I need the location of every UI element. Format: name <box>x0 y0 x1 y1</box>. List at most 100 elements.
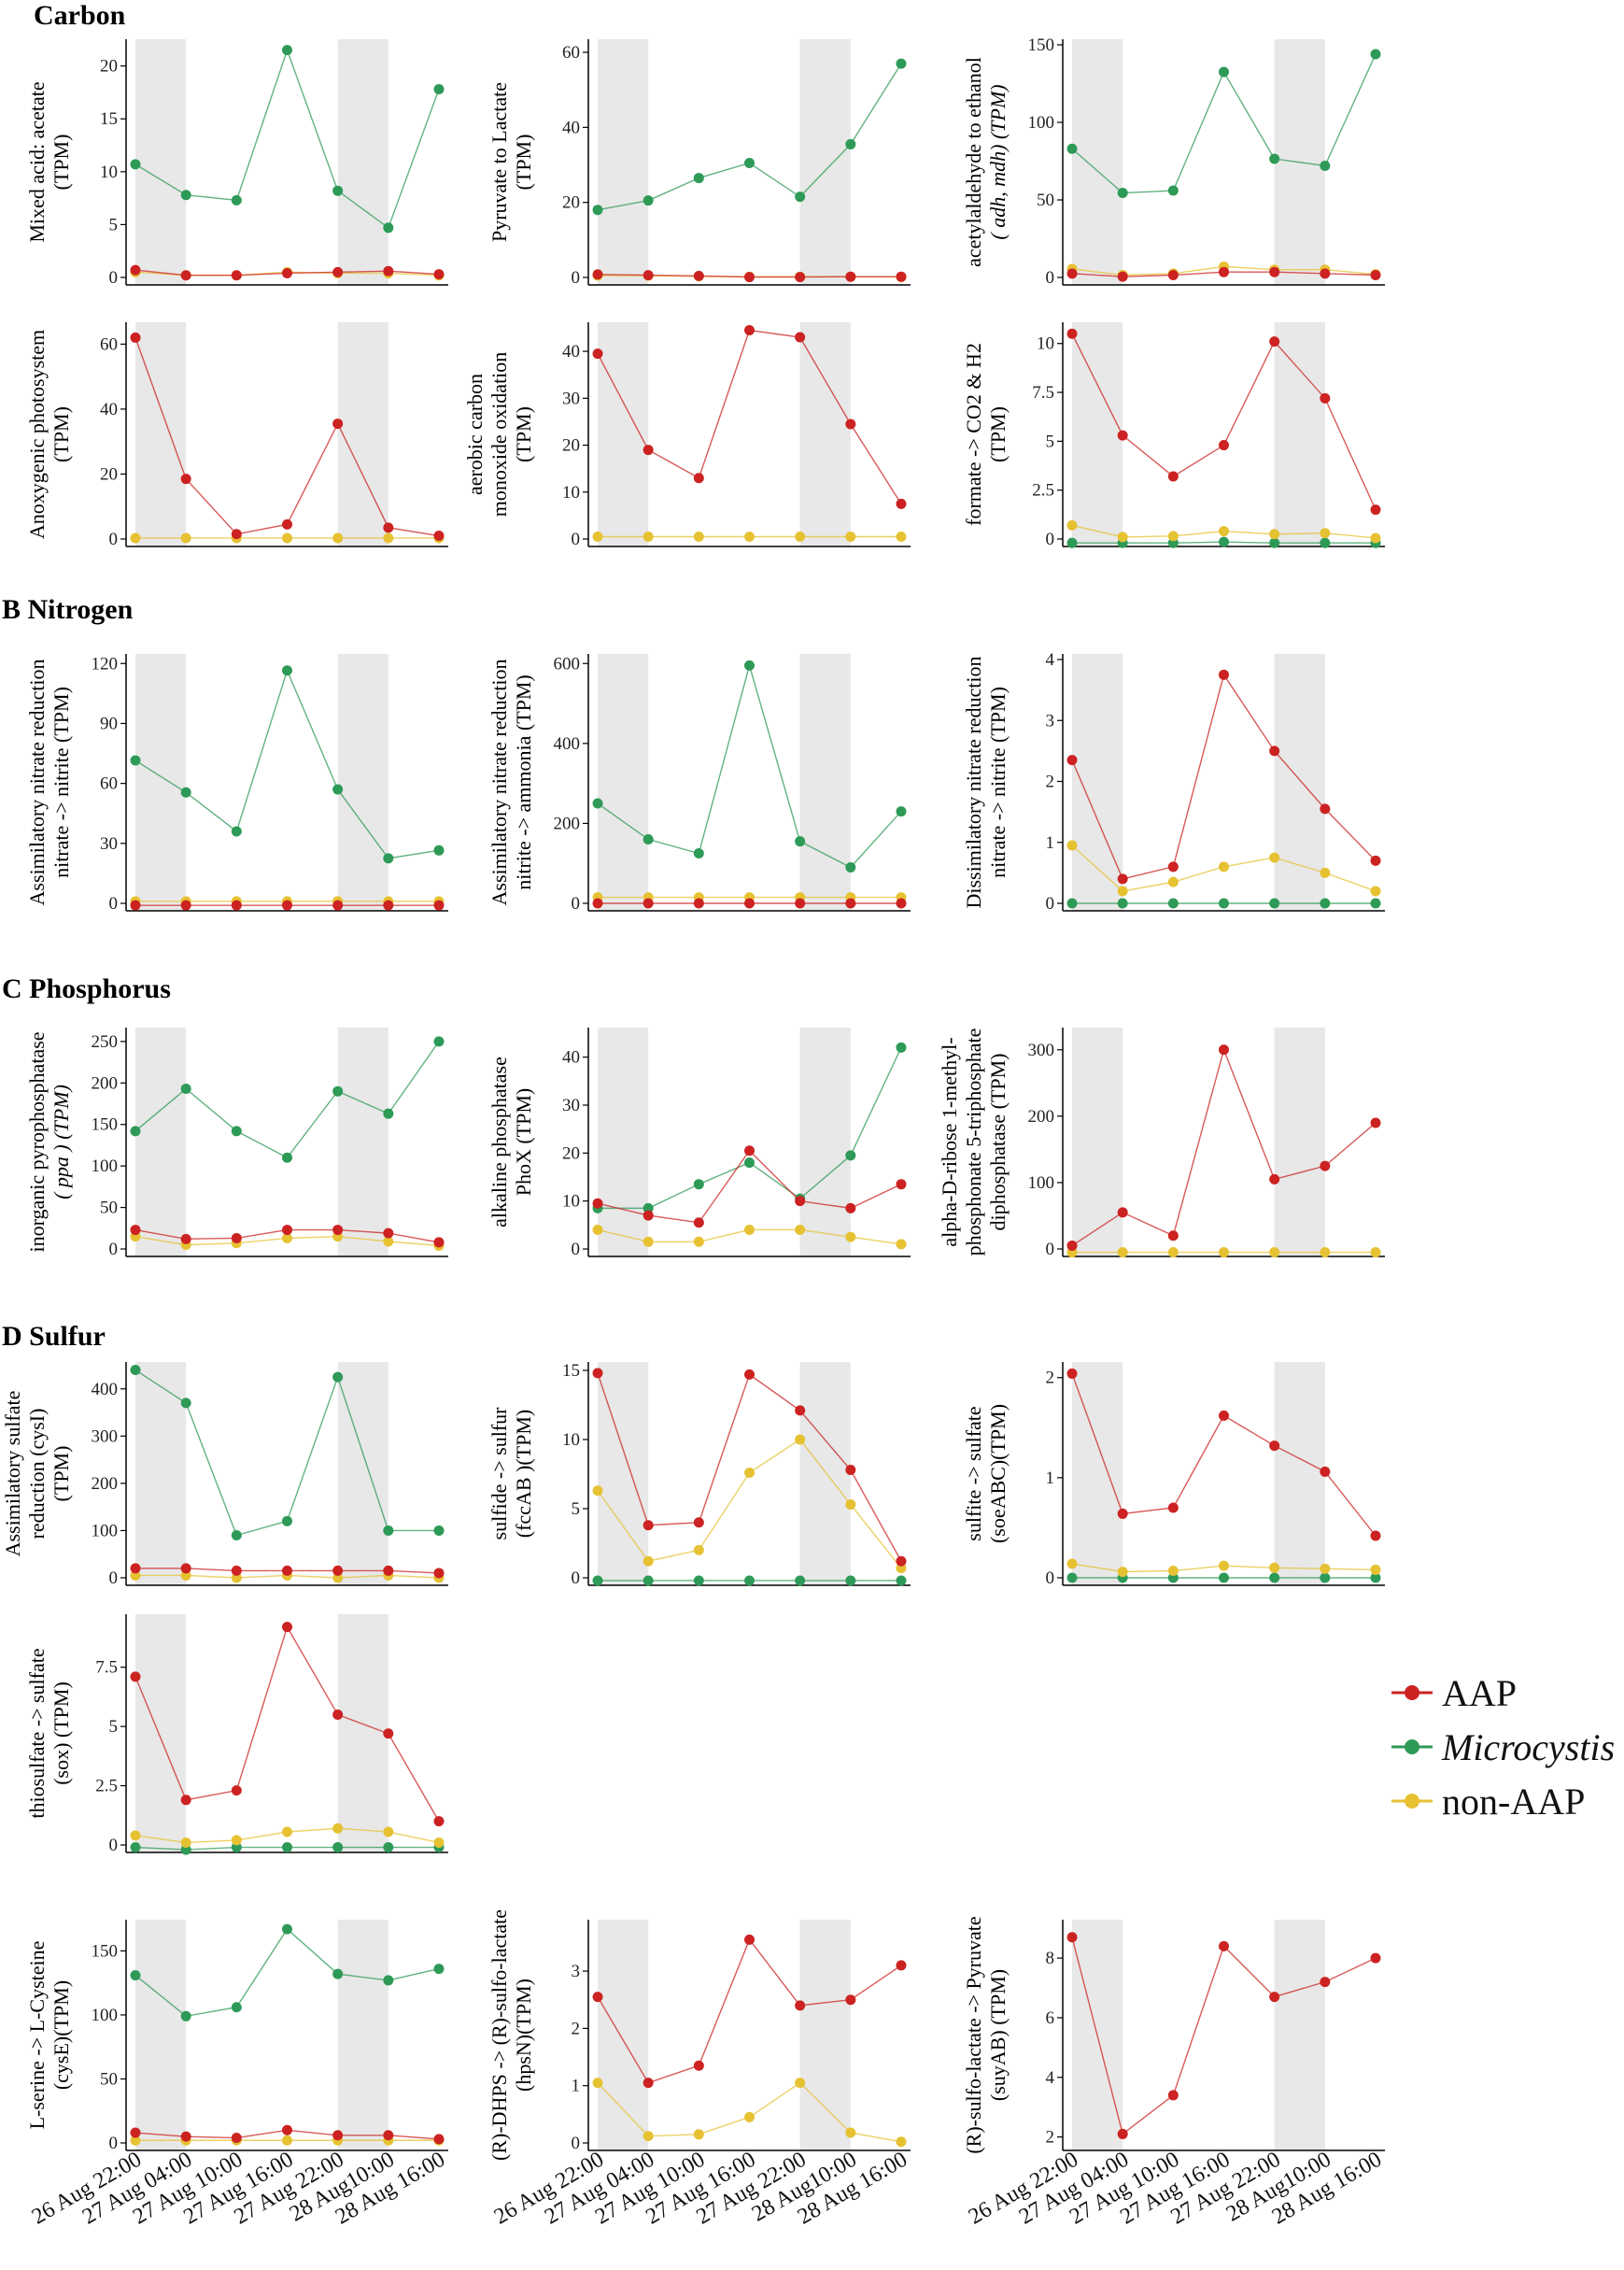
y-axis-label-line-8-0: Dissimilatory nitrate reduction <box>962 656 985 908</box>
point-non-aap-17-1: non-AAP: 0.1 <box>643 2131 654 2142</box>
point-non-aap-14-4: non-AAP: 0.1 <box>1269 1562 1280 1573</box>
point-non-aap-4-5: non-AAP: 0.5 <box>845 531 856 542</box>
point-microcystis-0-3: Microcystis: 21.5 <box>282 45 292 56</box>
shade-band-4-1 <box>799 322 851 546</box>
shade-band-8-1 <box>1274 654 1325 911</box>
section-label-nitrogen: B Nitrogen <box>2 594 134 625</box>
shade-band-9-1 <box>337 1028 388 1256</box>
y-tick-label-16-2: 100 <box>92 2006 119 2025</box>
point-aap-8-1: AAP: 0.4 <box>1117 873 1128 885</box>
point-microcystis-15-4: Microcystis: -0.1 <box>332 1842 344 1853</box>
y-axis-label-line-13-1: (fccAB )(TPM) <box>512 1410 535 1538</box>
point-microcystis-14-3: Microcystis: 0 <box>1219 1572 1229 1583</box>
point-aap-0-1: AAP: 0.2 <box>180 270 191 281</box>
legend-marker-microcystis <box>1405 1739 1419 1754</box>
point-microcystis-12-4: Microcystis: 425 <box>332 1371 344 1383</box>
legend-label-non-aap: non-AAP <box>1442 1781 1585 1823</box>
point-aap-9-6: AAP: 8 <box>433 1237 445 1248</box>
point-microcystis-14-0: Microcystis: 0 <box>1066 1572 1078 1583</box>
point-microcystis-15-2: Microcystis: -0.1 <box>231 1842 242 1853</box>
point-aap-13-2: AAP: 4 <box>693 1517 704 1528</box>
chart-panel-7: 0 200 400 600 Microcystis: 250 Microcystis: 1… <box>487 654 911 914</box>
point-aap-11-1: AAP: 55 <box>1117 1207 1128 1218</box>
point-microcystis-10-2: Microcystis: 13.5 <box>693 1179 704 1190</box>
point-non-aap-5-0: non-AAP: 0.7 <box>1066 519 1078 531</box>
y-axis-label-line-3-1: (TPM) <box>49 406 73 462</box>
y-tick-label-13-1: 5 <box>572 1499 581 1519</box>
point-aap-6-6: AAP: -1 <box>433 900 445 911</box>
point-non-aap-3-4: non-AAP: 0.3 <box>332 532 344 544</box>
y-axis-label-8: Dissimilatory nitrate reductionnitrate -… <box>962 656 1010 908</box>
y-axis-label-line-12-0: Assimilatory sulfate <box>1 1391 24 1557</box>
point-aap-16-6: AAP: 3 <box>433 2134 445 2145</box>
y-axis-label-line-15-0: thiosulfate -> sulfate <box>25 1648 49 1818</box>
chart-panel-0: 0 5 10 15 20 Microcystis: 10.7 Microcystis: 7.… <box>25 39 448 288</box>
point-microcystis-14-4: Microcystis: 0 <box>1269 1572 1280 1583</box>
point-non-aap-4-0: non-AAP: 0.5 <box>592 531 603 542</box>
point-microcystis-7-4: Microcystis: 155 <box>795 836 806 847</box>
point-non-aap-11-1: non-AAP: -5 <box>1117 1247 1128 1258</box>
point-non-aap-17-2: non-AAP: 0.2 <box>693 2129 704 2140</box>
point-microcystis-5-4: Microcystis: -0.2 <box>1269 537 1280 548</box>
y-axis-label-line-4-2: (TPM) <box>512 406 535 462</box>
shade-band-10-1 <box>799 1028 851 1256</box>
shade-band-1-1 <box>799 39 851 285</box>
shade-band-6-0 <box>135 654 187 911</box>
point-microcystis-7-2: Microcystis: 125 <box>693 848 704 859</box>
point-aap-11-5: AAP: 125 <box>1320 1160 1331 1171</box>
y-axis-label-line-1-0: Pyruvate to Lactate <box>487 82 511 242</box>
point-aap-16-2: AAP: 4 <box>231 2133 242 2144</box>
point-aap-10-0: AAP: 9.5 <box>592 1198 603 1209</box>
point-microcystis-1-6: Microcystis: 57 <box>896 58 907 69</box>
y-tick-label-15-2: 5 <box>109 1717 119 1737</box>
point-non-aap-15-2: non-AAP: 0.2 <box>231 1835 242 1846</box>
point-aap-13-5: AAP: 7.8 <box>845 1465 856 1476</box>
point-microcystis-9-0: Microcystis: 142 <box>130 1126 141 1137</box>
point-aap-5-2: AAP: 3.2 <box>1167 471 1179 482</box>
point-aap-0-0: AAP: 0.7 <box>130 264 141 276</box>
point-non-aap-14-2: non-AAP: 0.1 <box>1167 1566 1179 1576</box>
point-microcystis-9-2: Microcystis: 142 <box>231 1126 242 1137</box>
point-aap-10-2: AAP: 5.5 <box>693 1217 704 1228</box>
point-non-aap-4-6: non-AAP: 0.5 <box>896 531 907 542</box>
point-aap-5-1: AAP: 5.3 <box>1117 430 1128 441</box>
point-aap-0-4: AAP: 0.5 <box>332 266 344 277</box>
y-axis-label-line-16-0: L-serine -> L-Cysteine <box>25 1941 49 2130</box>
point-non-aap-11-4: non-AAP: -5 <box>1269 1247 1280 1258</box>
point-non-aap-9-5: non-AAP: 9 <box>383 1236 394 1247</box>
point-microcystis-9-4: Microcystis: 190 <box>332 1085 344 1097</box>
point-microcystis-13-0: Microcystis: -0.2 <box>592 1575 603 1586</box>
legend-item-aap: AAP <box>1391 1672 1517 1714</box>
point-microcystis-1-2: Microcystis: 26.5 <box>693 173 704 184</box>
y-axis-label-10: alkaline phosphatasePhoX (TPM) <box>487 1057 535 1227</box>
point-aap-8-5: AAP: 1.6 <box>1320 803 1331 815</box>
point-microcystis-7-0: Microcystis: 250 <box>592 798 603 809</box>
point-microcystis-2-5: Microcystis: 72 <box>1320 160 1331 171</box>
point-aap-1-2: AAP: 0.4 <box>693 270 704 281</box>
point-aap-12-3: AAP: 15 <box>282 1565 292 1576</box>
point-microcystis-6-2: Microcystis: 36 <box>231 826 242 837</box>
point-non-aap-15-0: non-AAP: 0.4 <box>130 1830 141 1841</box>
point-non-aap-12-2: non-AAP: 0 <box>231 1572 242 1583</box>
y-tick-label-2-1: 50 <box>1037 191 1054 210</box>
point-microcystis-8-6: Microcystis: 0 <box>1370 898 1381 909</box>
point-aap-1-0: AAP: 0.8 <box>592 269 603 280</box>
point-aap-2-4: AAP: 3.5 <box>1269 266 1280 277</box>
point-microcystis-12-1: Microcystis: 370 <box>180 1397 191 1409</box>
point-aap-13-1: AAP: 3.8 <box>643 1520 654 1531</box>
shade-band-14-0 <box>1072 1362 1123 1585</box>
point-aap-7-4: AAP: 0 <box>795 898 806 909</box>
point-aap-12-6: AAP: 10 <box>433 1568 445 1579</box>
point-aap-3-2: AAP: 1.5 <box>231 529 242 540</box>
point-aap-7-6: AAP: 0 <box>896 898 907 909</box>
point-aap-2-5: AAP: 2.5 <box>1320 268 1331 279</box>
y-axis-label-line-12-1: reduction (cysI) <box>25 1409 49 1539</box>
chart-panel-13: 0 5 10 15 Microcystis: -0.2 Microcystis: -0.2… <box>487 1361 911 1588</box>
legend-item-microcystis: Microcystis <box>1391 1726 1615 1768</box>
point-microcystis-10-3: Microcystis: 18 <box>744 1157 755 1169</box>
point-microcystis-12-5: Microcystis: 100 <box>383 1525 394 1536</box>
y-tick-label-9-1: 50 <box>100 1199 118 1218</box>
point-aap-15-0: AAP: 7.1 <box>130 1671 141 1682</box>
point-aap-11-3: AAP: 300 <box>1219 1044 1229 1056</box>
y-axis-label-line-14-1: (soeABC)(TPM) <box>986 1404 1010 1543</box>
